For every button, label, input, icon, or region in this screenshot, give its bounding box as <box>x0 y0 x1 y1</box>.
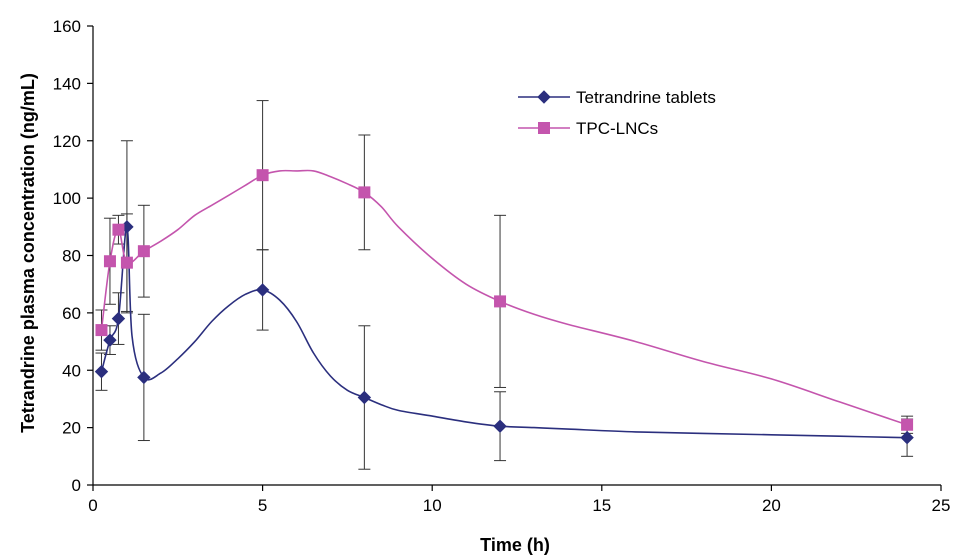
y-tick-label: 40 <box>62 361 81 380</box>
data-point <box>900 430 914 445</box>
legend-marker <box>538 122 550 134</box>
data-point <box>493 419 507 433</box>
y-axis-title: Tetrandrine plasma concentration (ng/mL) <box>18 73 38 433</box>
plot-area: 0 20 40 60 80 100 120 140 160 0 5 10 15 20 25 <box>53 17 951 515</box>
y-tick-label: 20 <box>62 419 81 438</box>
data-point <box>95 324 108 337</box>
legend: Tetrandrine tablets TPC-LNCs <box>518 88 716 138</box>
legend-label: TPC-LNCs <box>576 119 658 138</box>
series-line <box>100 169 908 426</box>
x-tick-label: 5 <box>258 496 267 515</box>
data-point <box>111 311 126 326</box>
data-point <box>901 418 914 431</box>
x-tick-label: 15 <box>592 496 611 515</box>
x-axis-title: Time (h) <box>480 535 550 555</box>
data-point <box>494 295 507 308</box>
data-point <box>256 169 269 182</box>
data-point <box>112 223 125 236</box>
data-point <box>137 370 151 385</box>
y-tick-label: 140 <box>53 74 81 93</box>
y-tick-label: 160 <box>53 17 81 36</box>
data-point <box>103 333 117 347</box>
data-point <box>357 390 372 405</box>
x-tick-label: 25 <box>932 496 951 515</box>
legend-marker <box>537 90 551 104</box>
x-tick-label: 20 <box>762 496 781 515</box>
data-point <box>137 245 150 258</box>
data-point <box>358 186 371 199</box>
x-tick-label: 0 <box>88 496 97 515</box>
series-line <box>100 225 908 439</box>
data-point <box>255 283 270 297</box>
data-point <box>94 364 109 379</box>
data-point <box>120 256 133 269</box>
y-tick-label: 0 <box>72 476 81 495</box>
y-tick-label: 80 <box>62 247 81 266</box>
legend-label: Tetrandrine tablets <box>576 88 716 107</box>
y-tick-label: 100 <box>53 189 81 208</box>
data-point <box>103 255 116 268</box>
x-tick-label: 10 <box>423 496 442 515</box>
y-tick-label: 120 <box>53 132 81 151</box>
y-tick-label: 60 <box>62 304 81 323</box>
